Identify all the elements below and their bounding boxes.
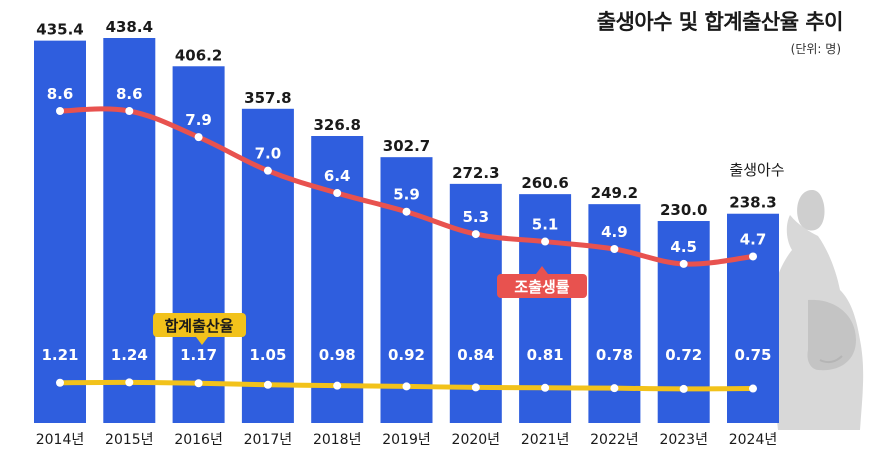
- bar-2018년: [311, 136, 364, 423]
- tfr-point-2023년: [679, 384, 688, 393]
- crude-point-2020년: [471, 230, 480, 239]
- tfr-value-label: 0.98: [319, 346, 356, 364]
- crude-value-label: 8.6: [116, 85, 143, 103]
- bar-value-label: 435.4: [36, 21, 83, 39]
- tfr-value-label: 0.92: [388, 346, 425, 364]
- tfr-point-2018년: [333, 381, 342, 390]
- x-tick-label: 2022년: [590, 432, 639, 448]
- tfr-value-label: 0.75: [734, 346, 771, 364]
- x-tick-label: 2023년: [659, 432, 708, 448]
- crude-value-label: 4.7: [740, 230, 767, 248]
- crude-value-label: 5.9: [393, 186, 420, 204]
- chart-unit: (단위: 명): [790, 42, 841, 56]
- tfr-point-2014년: [56, 378, 64, 387]
- bar-2015년: [103, 38, 156, 423]
- bar-value-label: 238.3: [729, 194, 776, 212]
- x-tick-label: 2014년: [36, 432, 85, 448]
- tfr-point-2016년: [194, 379, 203, 388]
- crude-point-2017년: [263, 166, 272, 175]
- bar-value-label: 272.3: [452, 164, 499, 182]
- bar-value-label: 230.0: [660, 201, 707, 219]
- tfr-badge-box: [153, 313, 246, 337]
- bar-2014년: [34, 40, 86, 423]
- tfr-point-2017년: [263, 380, 272, 389]
- crude-badge-box: [497, 274, 587, 298]
- x-tick-label: 2016년: [174, 432, 223, 448]
- bar-value-label: 406.2: [175, 46, 222, 64]
- tfr-point-2024년: [749, 384, 757, 393]
- crude-value-label: 5.3: [463, 208, 490, 226]
- chart-title: 출생아수 및 합계출산율 추이: [596, 10, 844, 34]
- tfr-value-label: 1.21: [41, 346, 78, 364]
- bar-value-label: 260.6: [521, 174, 568, 192]
- bar-value-label: 302.7: [383, 137, 430, 155]
- tfr-value-label: 0.81: [527, 346, 564, 364]
- tfr-value-label: 0.78: [596, 346, 633, 364]
- crude-value-label: 4.5: [670, 238, 697, 256]
- tfr-value-label: 1.24: [111, 346, 148, 364]
- crude-badge-text: 조출생률: [514, 278, 569, 296]
- x-tick-label: 2018년: [313, 432, 362, 448]
- crude-birth-rate-badge: 조출생률: [497, 266, 587, 298]
- tfr-value-label: 0.72: [665, 346, 702, 364]
- tfr-badge-pointer: [196, 337, 208, 345]
- tfr-point-2021년: [541, 383, 550, 392]
- crude-point-2016년: [194, 133, 203, 142]
- crude-value-label: 5.1: [532, 216, 559, 234]
- bar-2020년: [449, 183, 502, 423]
- crude-value-label: 7.0: [255, 145, 282, 163]
- crude-point-2022년: [610, 245, 619, 254]
- crude-point-2018년: [333, 189, 342, 198]
- tfr-badge-text: 합계출산율: [164, 317, 233, 335]
- crude-value-label: 4.9: [601, 223, 628, 241]
- crude-badge-pointer: [536, 266, 548, 274]
- x-tick-label: 2017년: [244, 432, 293, 448]
- crude-point-2014년: [56, 107, 64, 115]
- tfr-value-label: 1.05: [249, 346, 286, 364]
- pregnant-woman-illustration: [770, 190, 864, 430]
- x-tick-label: 2024년: [729, 432, 778, 448]
- crude-point-2024년: [749, 252, 757, 261]
- tfr-value-label: 0.84: [457, 346, 494, 364]
- births-legend-label: 출생아수: [729, 161, 784, 179]
- crude-point-2021년: [541, 237, 550, 246]
- tfr-point-2020년: [471, 383, 480, 392]
- tfr-point-2019년: [402, 382, 411, 391]
- crude-value-label: 6.4: [324, 167, 351, 185]
- crude-point-2023년: [679, 259, 688, 268]
- tfr-point-2022년: [610, 384, 619, 393]
- x-tick-label: 2015년: [105, 432, 154, 448]
- crude-point-2019년: [402, 207, 411, 216]
- crude-value-label: 7.9: [185, 111, 212, 129]
- x-tick-label: 2021년: [521, 432, 570, 448]
- crude-value-label: 8.6: [47, 85, 74, 103]
- tfr-point-2015년: [125, 378, 134, 387]
- bar-value-label: 438.4: [106, 18, 153, 36]
- bar-value-label: 326.8: [313, 116, 360, 134]
- bar-value-label: 249.2: [591, 184, 638, 202]
- crude-point-2015년: [125, 107, 134, 115]
- tfr-badge: 합계출산율: [153, 313, 246, 345]
- bar-value-label: 357.8: [244, 89, 291, 107]
- x-tick-label: 2019년: [382, 432, 431, 448]
- tfr-value-label: 1.17: [180, 346, 217, 364]
- bar-2016년: [172, 66, 225, 423]
- bar-2019년: [380, 157, 433, 424]
- x-tick-label: 2020년: [452, 432, 501, 448]
